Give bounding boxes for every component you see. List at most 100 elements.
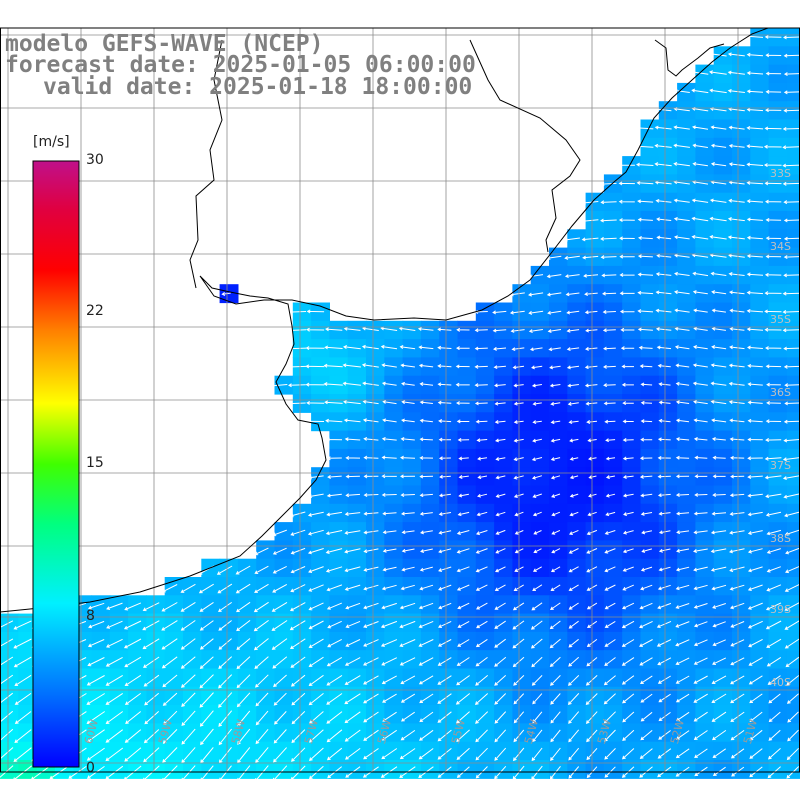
wind-arrow <box>691 88 709 94</box>
wind-arrow <box>712 748 726 759</box>
wind-arrow <box>768 711 781 723</box>
wind-arrow <box>710 125 727 130</box>
wind-arrow <box>532 729 543 743</box>
wind-arrow <box>603 364 616 369</box>
wind-arrow <box>532 401 542 406</box>
wind-arrow <box>254 674 269 688</box>
wind-arrow <box>144 692 160 706</box>
wind-arrow <box>765 493 782 499</box>
wind-arrow <box>495 529 506 535</box>
wind-arrow <box>549 765 561 780</box>
wind-arrow <box>199 601 214 612</box>
wind-arrow <box>622 584 634 591</box>
wind-arrow <box>289 620 306 631</box>
wind-arrow <box>199 638 214 650</box>
wind-arrow <box>728 125 745 130</box>
wind-arrow <box>531 457 543 462</box>
wind-arrow <box>766 566 781 573</box>
wind-arrow <box>345 493 361 498</box>
wind-arrow <box>236 674 251 689</box>
wind-arrow <box>676 548 690 553</box>
wind-arrow <box>783 255 800 260</box>
wind-arrow <box>604 748 616 760</box>
wind-arrow <box>123 765 142 781</box>
wind-arrow <box>729 602 745 610</box>
wind-arrow <box>418 748 434 760</box>
wind-arrow <box>783 273 800 278</box>
wind-arrow <box>564 255 580 260</box>
wind-arrow <box>636 126 654 131</box>
wind-arrow <box>218 656 233 670</box>
wind-arrow <box>457 511 470 517</box>
wind-arrow <box>305 364 325 369</box>
wind-arrow <box>765 199 782 204</box>
wind-arrow <box>710 399 727 405</box>
wind-arrow <box>712 729 727 741</box>
wind-arrow <box>656 345 672 350</box>
wind-arrow <box>494 420 506 424</box>
colorbar-unit: [m/s] <box>33 134 70 150</box>
wind-arrow <box>619 254 635 259</box>
wind-arrow <box>569 511 579 517</box>
wind-arrow <box>363 511 379 516</box>
wind-arrow <box>326 511 342 517</box>
wind-arrow <box>568 620 579 629</box>
wind-arrow <box>439 474 451 479</box>
wind-arrow <box>622 729 635 741</box>
wind-arrow <box>709 235 727 240</box>
wind-arrow <box>674 290 690 295</box>
wind-arrow <box>528 310 544 315</box>
wind-arrow <box>675 381 690 386</box>
wind-arrow <box>622 456 634 461</box>
wind-arrow <box>729 584 745 591</box>
wind-arrow <box>161 638 178 650</box>
wind-arrow <box>476 620 488 629</box>
wind-arrow <box>475 675 489 686</box>
wind-arrow <box>641 548 653 553</box>
wind-arrow <box>324 345 343 350</box>
wind-arrow <box>530 638 543 649</box>
wind-arrow <box>363 474 379 479</box>
wind-arrow <box>565 292 580 297</box>
wind-arrow <box>124 602 142 611</box>
wind-arrow <box>640 566 653 572</box>
wind-arrow <box>783 438 800 443</box>
wind-arrow <box>437 693 452 704</box>
wind-arrow <box>604 419 616 424</box>
wind-arrow <box>218 728 232 746</box>
wind-arrow <box>400 584 415 591</box>
wind-arrow <box>603 401 616 406</box>
lat-lon-grid <box>0 28 800 772</box>
wind-arrow <box>619 309 635 314</box>
wind-arrow <box>161 765 178 782</box>
wind-arrow <box>765 217 782 222</box>
wind-arrow <box>622 602 635 610</box>
wind-arrow <box>711 345 727 350</box>
wind-arrow <box>308 711 324 725</box>
wind-arrow <box>344 693 361 705</box>
wind-arrow <box>749 711 763 723</box>
wind-arrow <box>765 419 782 424</box>
wind-arrow <box>747 456 763 461</box>
wind-arrow <box>399 602 416 610</box>
wind-arrow <box>308 602 324 611</box>
wind-arrow <box>550 420 561 425</box>
wind-arrow <box>673 161 690 167</box>
wind-arrow <box>0 674 14 687</box>
wind-arrow <box>675 418 690 423</box>
wind-arrow <box>637 254 653 259</box>
wind-arrow <box>290 584 306 593</box>
wind-arrow <box>675 437 690 442</box>
wind-arrow <box>531 675 543 686</box>
wind-arrow <box>456 729 470 742</box>
wind-arrow <box>86 747 105 761</box>
wind-arrow <box>274 711 287 725</box>
wind-arrow <box>162 692 178 706</box>
wind-arrow <box>181 692 196 708</box>
wind-arrow <box>362 418 379 423</box>
wind-arrow <box>783 218 800 223</box>
wind-arrow <box>105 711 123 724</box>
wind-arrow <box>711 511 727 516</box>
river-border <box>189 39 223 289</box>
wind-arrow <box>344 512 361 516</box>
